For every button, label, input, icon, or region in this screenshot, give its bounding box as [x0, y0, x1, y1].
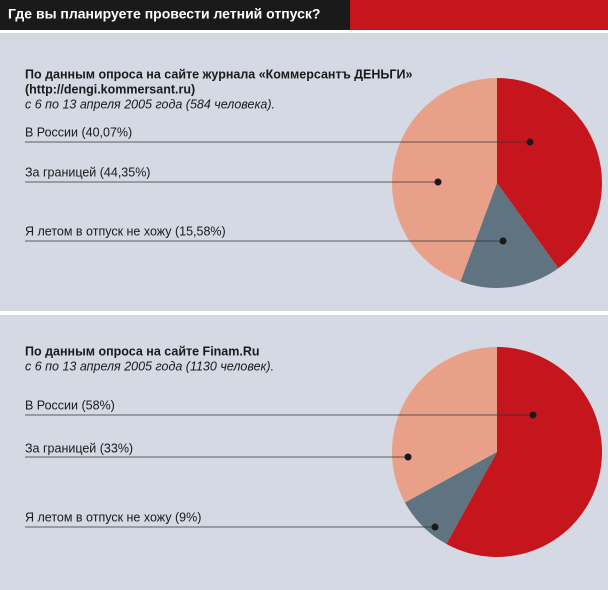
slice-label: Я летом в отпуск не хожу (15,58%): [25, 224, 226, 238]
leader-dot: [529, 411, 537, 419]
subtitle: По данным опроса на сайте Finam.Ru: [25, 344, 260, 358]
slice-label: В России (40,07%): [25, 125, 132, 139]
pie-slice: [497, 78, 602, 269]
slice-label: За границей (33%): [25, 441, 133, 455]
header-bar: [0, 0, 350, 30]
leader-dot: [526, 138, 534, 146]
leader-dot: [404, 453, 412, 461]
pie-slice: [446, 347, 602, 558]
slice-label: В России (58%): [25, 398, 115, 412]
header-accent: [350, 0, 608, 30]
leader-dot: [431, 523, 439, 531]
subtitle: (http://dengi.kommersant.ru): [25, 82, 195, 96]
pie-slice: [392, 78, 497, 282]
pie-slice: [460, 183, 559, 289]
pie-slice: [404, 452, 497, 545]
subtitle: По данным опроса на сайте журнала «Комме…: [25, 67, 412, 81]
note: с 6 по 13 апреля 2005 года (584 человека…: [25, 97, 275, 111]
leader-dot: [434, 178, 442, 186]
note: с 6 по 13 апреля 2005 года (1130 человек…: [25, 359, 274, 373]
slice-label: Я летом в отпуск не хожу (9%): [25, 510, 201, 524]
leader-dot: [499, 237, 507, 245]
title: Где вы планируете провести летний отпуск…: [8, 6, 320, 22]
slice-label: За границей (44,35%): [25, 165, 150, 179]
pie-slice: [392, 347, 497, 503]
